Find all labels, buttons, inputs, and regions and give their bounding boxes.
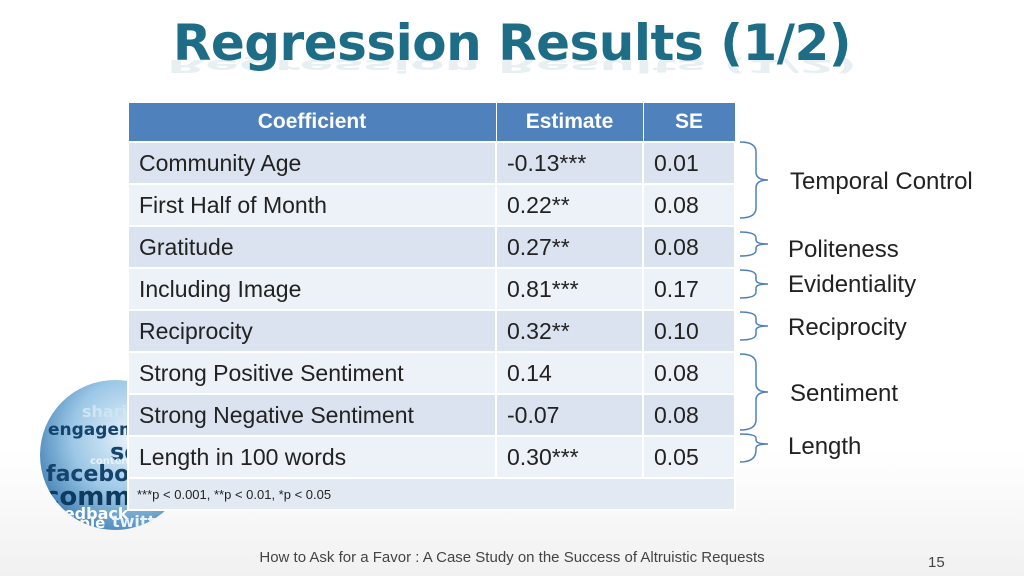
se-cell: 0.08 <box>642 393 736 437</box>
se-cell: 0.17 <box>642 267 736 311</box>
estimate-cell: -0.07 <box>495 393 644 437</box>
estimate-cell: 0.32** <box>495 309 644 353</box>
table-row: Community Age -0.13*** 0.01 <box>127 141 736 185</box>
estimate-cell: 0.81*** <box>495 267 644 311</box>
globe-word: content <box>90 456 134 467</box>
table-row: Strong Positive Sentiment 0.14 0.08 <box>127 351 736 395</box>
table-row: Strong Negative Sentiment -0.07 0.08 <box>127 393 736 437</box>
group-braces <box>739 141 769 463</box>
group-label-temporal-control: Temporal Control <box>790 168 973 195</box>
group-label-evidentiality: Evidentiality <box>788 271 917 298</box>
slide-title: Regression Results (1/2) <box>172 14 852 72</box>
globe-word: people <box>48 514 106 530</box>
coefficient-cell: First Half of Month <box>127 183 497 227</box>
coefficient-cell: Reciprocity <box>127 309 497 353</box>
se-cell: 0.08 <box>642 183 736 227</box>
table-row: Reciprocity 0.32** 0.10 <box>127 309 736 353</box>
globe-word: feedback <box>46 504 129 523</box>
table-row: Including Image 0.81*** 0.17 <box>127 267 736 311</box>
header-coefficient: Coefficient <box>127 102 497 143</box>
se-cell: 0.05 <box>642 435 736 479</box>
group-label-length: Length <box>788 433 862 460</box>
brace-reciprocity <box>739 311 769 341</box>
brace-length <box>739 433 769 463</box>
group-label-politeness: Politeness <box>788 236 899 263</box>
coefficient-cell: Strong Negative Sentiment <box>127 393 497 437</box>
group-label-sentiment: Sentiment <box>790 380 899 407</box>
brace-sentiment <box>739 353 769 431</box>
brace-politeness <box>739 231 769 257</box>
se-cell: 0.01 <box>642 141 736 185</box>
brace-temporal-control <box>739 141 769 219</box>
brace-evidentiality <box>739 269 769 299</box>
coefficient-cell: Length in 100 words <box>127 435 497 479</box>
coefficient-cell: Gratitude <box>127 225 497 269</box>
header-se: SE <box>642 102 736 143</box>
slide-footer: How to Ask for a Favor : A Case Study on… <box>259 549 765 566</box>
table-header-row: Coefficient Estimate SE <box>127 102 736 143</box>
group-label-reciprocity: Reciprocity <box>788 314 907 341</box>
globe-word: twitter <box>112 512 174 530</box>
table-row: Length in 100 words 0.30*** 0.05 <box>127 435 736 479</box>
estimate-cell: -0.13*** <box>495 141 644 185</box>
header-estimate: Estimate <box>495 102 644 143</box>
significance-note: ***p < 0.001, **p < 0.01, *p < 0.05 <box>127 477 736 511</box>
estimate-cell: 0.14 <box>495 351 644 395</box>
estimate-cell: 0.22** <box>495 183 644 227</box>
coefficient-cell: Strong Positive Sentiment <box>127 351 497 395</box>
se-cell: 0.08 <box>642 351 736 395</box>
table-row: Gratitude 0.27** 0.08 <box>127 225 736 269</box>
regression-table: Coefficient Estimate SE Community Age -0… <box>127 102 736 511</box>
se-cell: 0.10 <box>642 309 736 353</box>
coefficient-cell: Community Age <box>127 141 497 185</box>
estimate-cell: 0.27** <box>495 225 644 269</box>
estimate-cell: 0.30*** <box>495 435 644 479</box>
significance-note-row: ***p < 0.001, **p < 0.01, *p < 0.05 <box>127 477 736 511</box>
table-row: First Half of Month 0.22** 0.08 <box>127 183 736 227</box>
globe-word: media <box>140 524 188 530</box>
se-cell: 0.08 <box>642 225 736 269</box>
page-number: 15 <box>928 554 945 571</box>
coefficient-cell: Including Image <box>127 267 497 311</box>
